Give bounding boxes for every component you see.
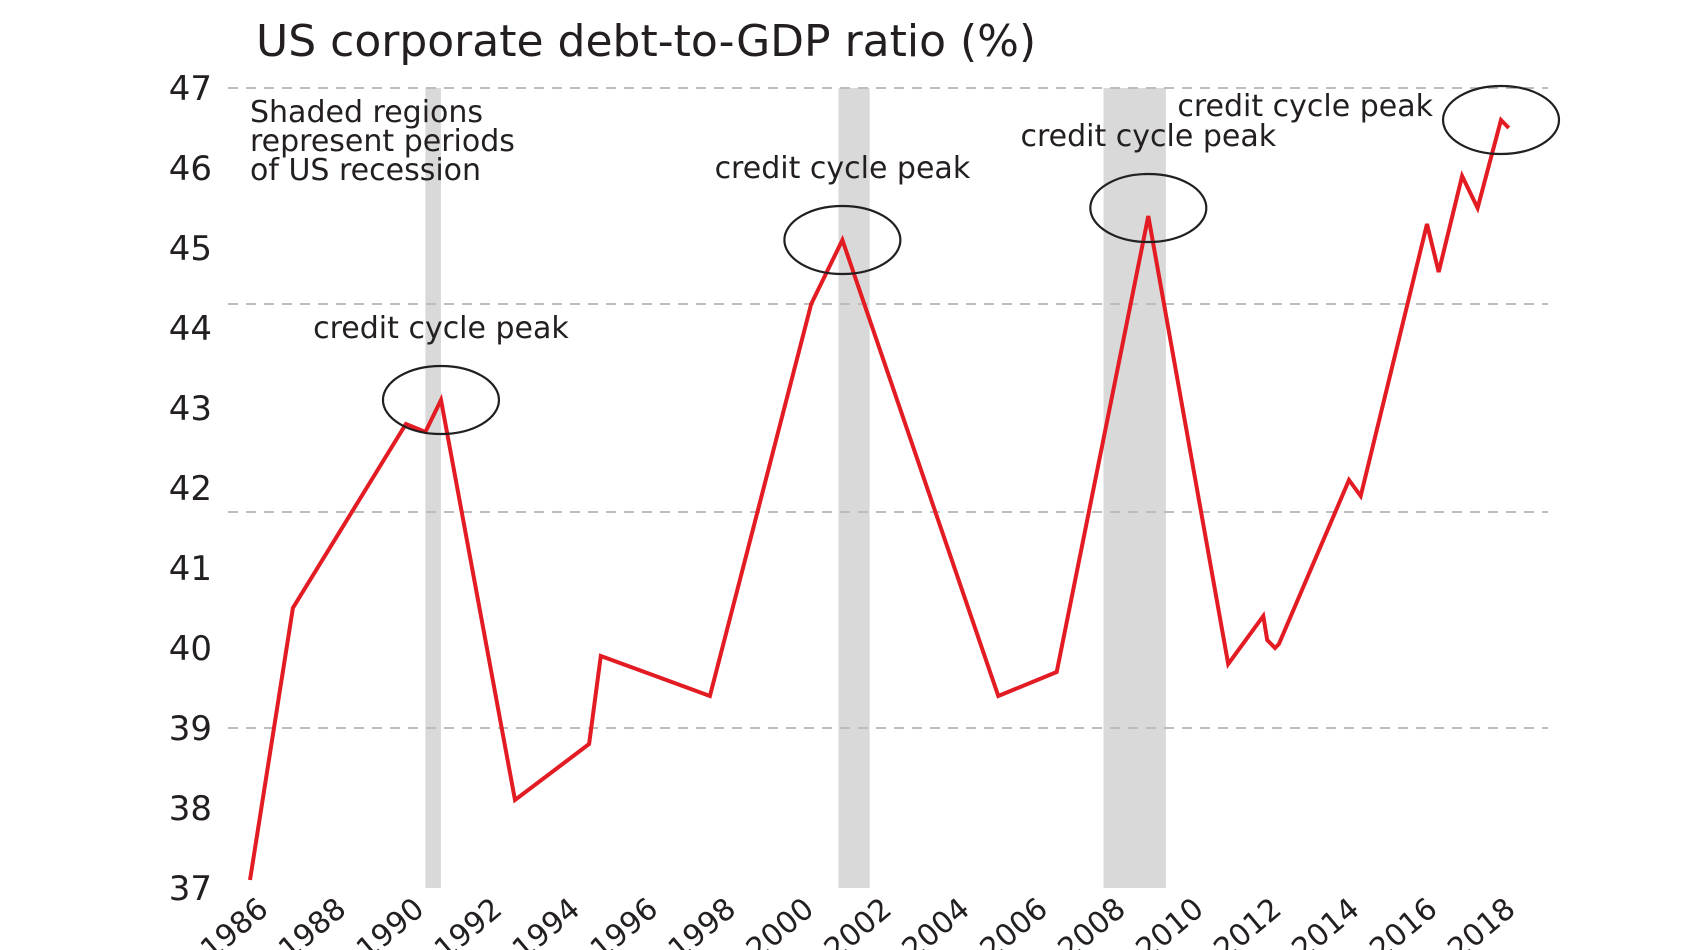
y-tick-label: 42 — [169, 469, 212, 509]
peak-circle-3 — [1089, 172, 1208, 244]
recession-band-1 — [425, 88, 441, 888]
x-axis-ticks: 1986198819901992199419961998200020022004… — [194, 891, 1522, 950]
gridlines — [228, 87, 1548, 729]
peak-circle-2 — [783, 204, 902, 276]
y-tick-label: 40 — [169, 629, 212, 669]
x-tick-label: 1996 — [584, 891, 665, 950]
annotation-label-3: credit cycle peak — [1021, 119, 1277, 154]
y-tick-label: 45 — [169, 229, 212, 269]
series-line-1 — [248, 116, 1511, 881]
x-tick-label: 2004 — [896, 891, 977, 950]
chart-title: US corporate debt-to-GDP ratio (%) — [256, 16, 1036, 67]
x-tick-label: 2012 — [1207, 891, 1288, 950]
y-axis-ticks: 37 38 39 40 41 42 43 44 45 46 47 — [169, 69, 212, 909]
x-tick-label: 2016 — [1363, 891, 1444, 950]
annotation-label-4: credit cycle peak — [1177, 89, 1433, 124]
y-tick-label: 47 — [169, 69, 212, 109]
y-tick-label: 37 — [169, 869, 212, 909]
x-tick-label: 1998 — [662, 891, 743, 950]
y-tick-label: 44 — [169, 309, 212, 349]
recession-band-2 — [838, 88, 870, 888]
x-tick-label: 2002 — [818, 891, 899, 950]
x-tick-label: 2000 — [740, 891, 821, 950]
recession-note-line-2: represent periods — [250, 124, 515, 159]
annotation-label-1: credit cycle peak — [313, 311, 569, 346]
series-layer — [248, 116, 1511, 881]
peak-circle-4 — [1441, 84, 1561, 156]
y-tick-label: 43 — [169, 389, 212, 429]
y-tick-label: 38 — [169, 789, 212, 829]
y-tick-label: 41 — [169, 549, 212, 589]
x-tick-label: 1988 — [272, 891, 353, 950]
x-tick-label: 2018 — [1441, 891, 1522, 950]
recession-shading — [425, 88, 1166, 888]
x-tick-label: 2006 — [974, 891, 1055, 950]
x-tick-label: 1994 — [506, 891, 587, 950]
y-tick-label: 46 — [169, 149, 212, 189]
recession-note-line-3: of US recession — [250, 153, 481, 188]
x-tick-label: 1990 — [350, 891, 431, 950]
peak-circle-1 — [381, 364, 501, 436]
recession-note-line-1: Shaded regions — [250, 95, 483, 130]
recession-band-3 — [1103, 88, 1166, 888]
x-tick-label: 2010 — [1129, 891, 1210, 950]
x-tick-label: 2008 — [1052, 891, 1133, 950]
y-tick-label: 39 — [169, 709, 212, 749]
annotation-label-2: credit cycle peak — [715, 151, 971, 186]
x-tick-label: 2014 — [1285, 891, 1366, 950]
x-tick-label: 1992 — [428, 891, 509, 950]
